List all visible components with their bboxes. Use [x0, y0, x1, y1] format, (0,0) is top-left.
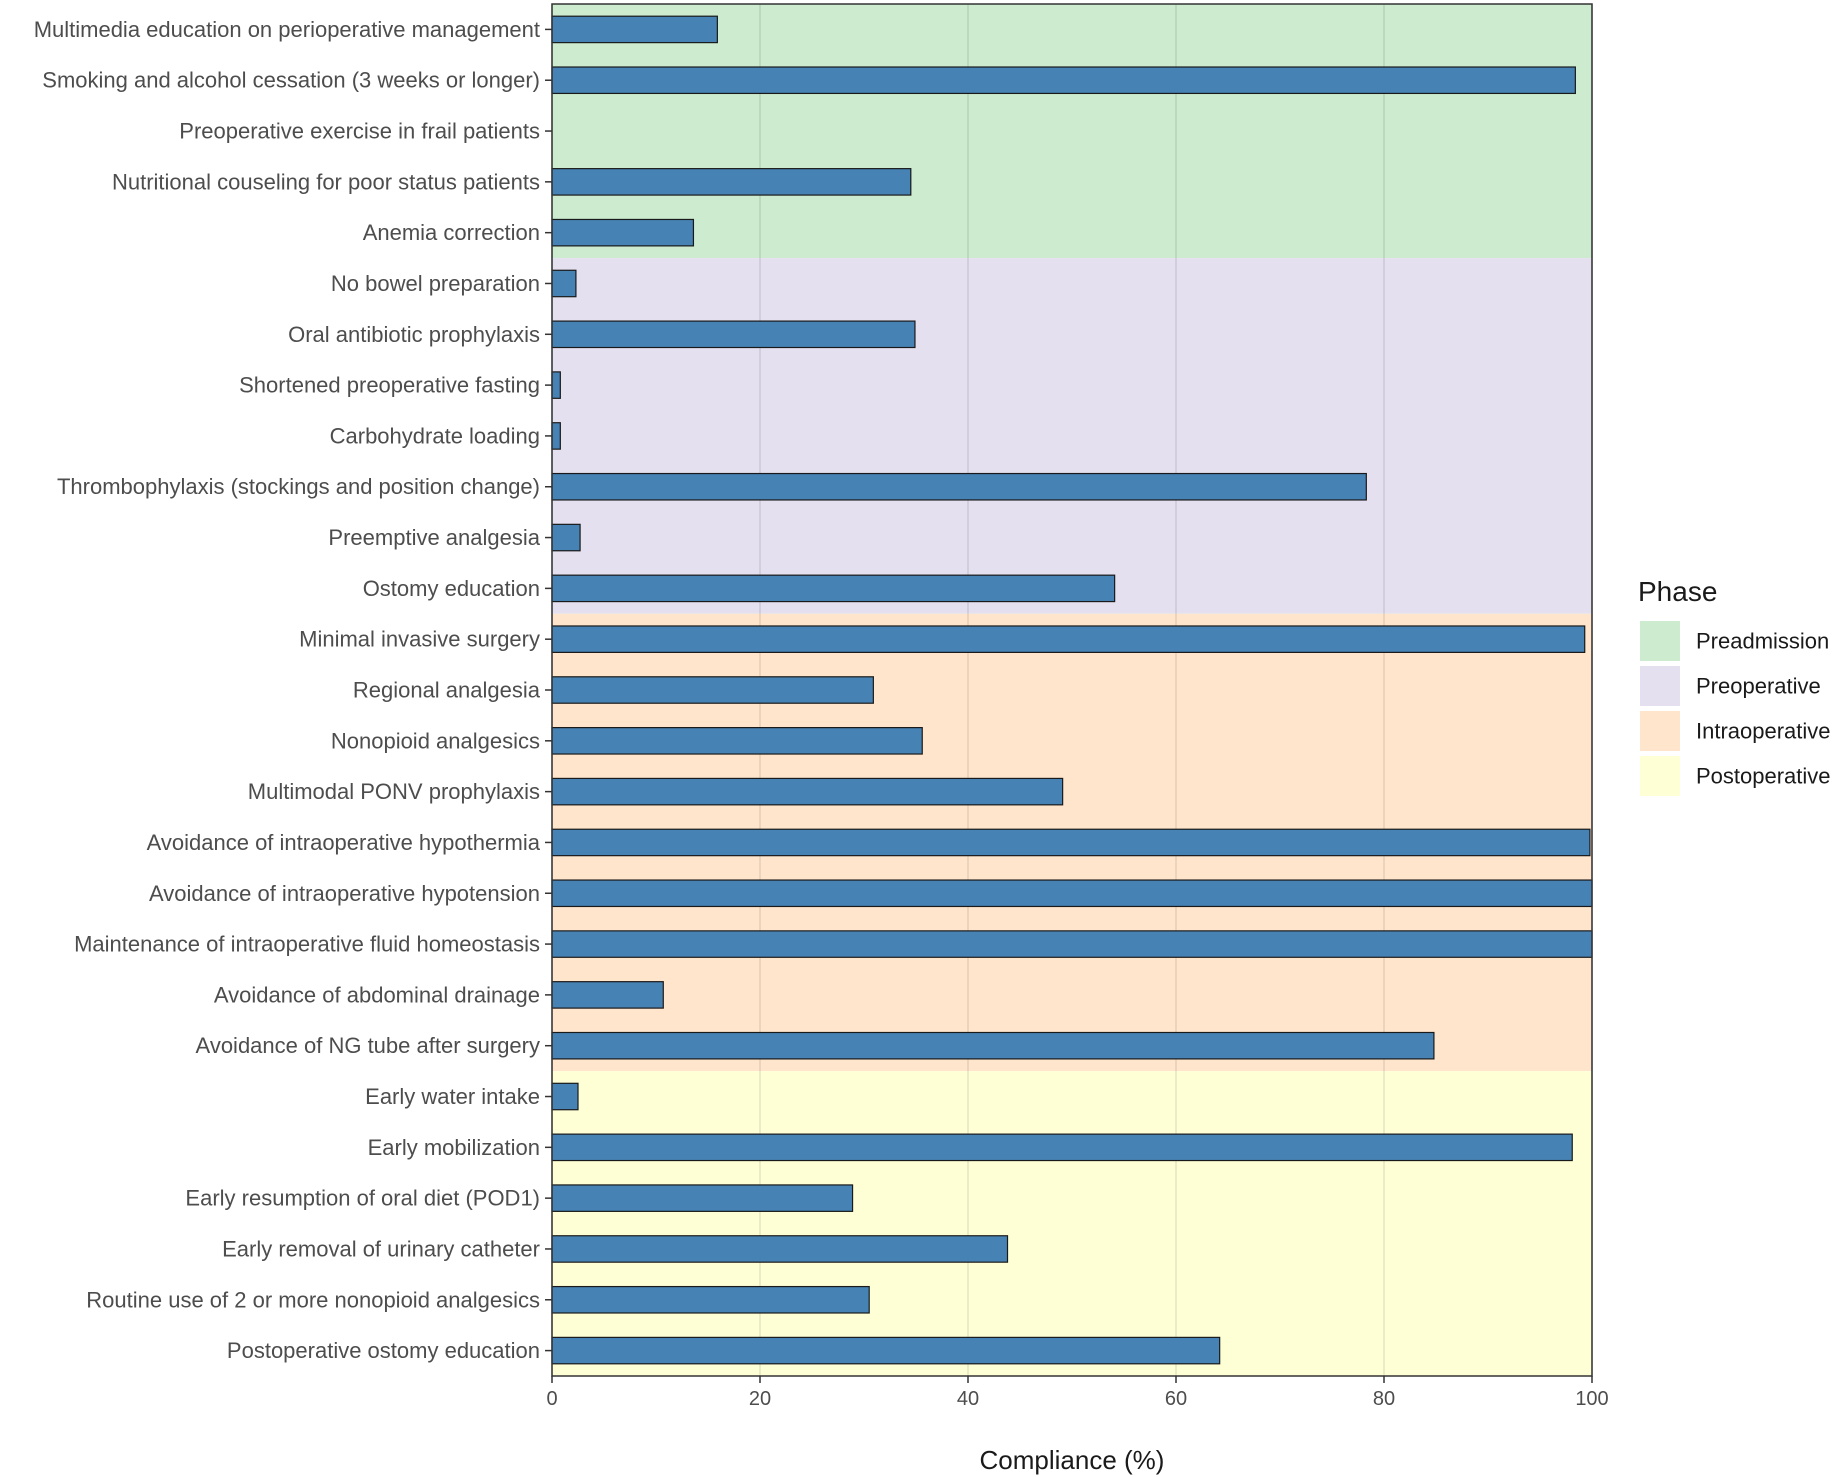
- legend-key-postoperative: [1640, 756, 1680, 796]
- bar-7: [551, 320, 916, 349]
- category-label-18: Avoidance of intraoperative hypotension: [149, 881, 540, 906]
- bar-25: [551, 1235, 1009, 1263]
- bar-14: [551, 676, 874, 704]
- category-label-16: Multimodal PONV prophylaxis: [248, 779, 540, 804]
- bar-11: [551, 523, 581, 552]
- bar-2: [551, 66, 1576, 95]
- category-label-17: Avoidance of intraoperative hypothermia: [147, 830, 541, 855]
- bar-27: [551, 1336, 1221, 1365]
- bar-1: [551, 15, 718, 44]
- bar-16: [551, 777, 1064, 806]
- x-tick-label-40: 40: [957, 1388, 979, 1410]
- legend-title: Phase: [1638, 576, 1717, 607]
- category-label-3: Preoperative exercise in frail patients: [179, 119, 540, 144]
- legend-key-intraoperative: [1640, 711, 1680, 751]
- category-label-15: Nonopioid analgesics: [331, 728, 540, 753]
- x-tick-label-20: 20: [749, 1388, 771, 1410]
- category-label-10: Thrombophylaxis (stockings and position …: [57, 474, 540, 499]
- bar-20: [551, 981, 664, 1009]
- category-label-11: Preemptive analgesia: [328, 525, 540, 550]
- phase-band-postoperative: [552, 1071, 1592, 1376]
- category-label-7: Oral antibiotic prophylaxis: [288, 322, 540, 347]
- legend-label-preadmission: Preadmission: [1696, 629, 1829, 654]
- category-label-25: Early removal of urinary catheter: [222, 1236, 540, 1261]
- bar-26: [551, 1285, 870, 1314]
- category-label-12: Ostomy education: [363, 576, 540, 601]
- bar-9: [551, 422, 561, 450]
- category-label-13: Minimal invasive surgery: [299, 627, 540, 652]
- category-label-2: Smoking and alcohol cessation (3 weeks o…: [42, 68, 540, 93]
- category-label-24: Early resumption of oral diet (POD1): [185, 1186, 540, 1211]
- x-axis-title: Compliance (%): [980, 1445, 1165, 1475]
- bar-22: [551, 1082, 579, 1111]
- legend-key-preadmission: [1640, 621, 1680, 661]
- category-label-26: Routine use of 2 or more nonopioid analg…: [86, 1287, 540, 1312]
- category-label-22: Early water intake: [365, 1084, 540, 1109]
- category-label-21: Avoidance of NG tube after surgery: [196, 1033, 540, 1058]
- bar-4: [551, 168, 912, 196]
- category-label-5: Anemia correction: [363, 220, 540, 245]
- phase-band-preoperative: [552, 258, 1592, 614]
- category-label-14: Regional analgesia: [353, 678, 541, 703]
- category-labels: Multimedia education on perioperative ma…: [34, 17, 552, 1363]
- bar-21: [551, 1031, 1435, 1060]
- category-label-27: Postoperative ostomy education: [227, 1338, 540, 1363]
- bar-17: [551, 828, 1591, 857]
- legend: Phase Preadmission Preoperative Intraopera…: [1638, 576, 1831, 796]
- bars: [551, 15, 1593, 1365]
- category-label-9: Carbohydrate loading: [330, 423, 540, 448]
- x-tick-label-60: 60: [1165, 1388, 1187, 1410]
- bar-10: [551, 472, 1367, 501]
- category-label-19: Maintenance of intraoperative fluid home…: [74, 932, 540, 957]
- category-label-23: Early mobilization: [368, 1135, 540, 1160]
- bar-23: [551, 1133, 1573, 1162]
- category-label-20: Avoidance of abdominal drainage: [214, 982, 540, 1007]
- bar-13: [551, 625, 1586, 653]
- bar-6: [551, 269, 577, 298]
- bar-12: [551, 574, 1116, 603]
- bar-15: [551, 727, 923, 755]
- x-axis: 0 20 40 60 80 100: [546, 1376, 1609, 1410]
- category-label-8: Shortened preoperative fasting: [239, 373, 540, 398]
- category-label-1: Multimedia education on perioperative ma…: [34, 17, 540, 42]
- x-tick-label-80: 80: [1373, 1388, 1395, 1410]
- bar-5: [551, 218, 695, 247]
- legend-label-intraoperative: Intraoperative: [1696, 719, 1831, 744]
- legend-label-preoperative: Preoperative: [1696, 674, 1821, 699]
- bar-18: [551, 879, 1593, 908]
- bar-19: [551, 930, 1593, 958]
- bar-24: [551, 1184, 854, 1212]
- legend-label-postoperative: Postoperative: [1696, 764, 1831, 789]
- phase-band-preadmission: [552, 4, 1592, 259]
- category-label-6: No bowel preparation: [331, 271, 540, 296]
- bar-8: [551, 371, 561, 399]
- x-tick-label-0: 0: [546, 1388, 557, 1410]
- legend-key-preoperative: [1640, 666, 1680, 706]
- category-label-4: Nutritional couseling for poor status pa…: [112, 169, 540, 194]
- x-tick-label-100: 100: [1575, 1388, 1608, 1410]
